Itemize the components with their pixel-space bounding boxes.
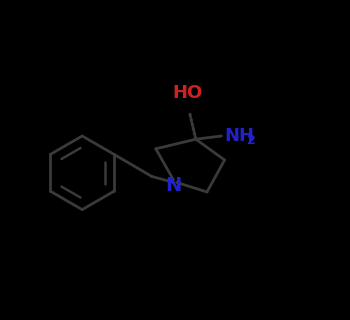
Text: NH: NH <box>225 127 254 145</box>
Text: N: N <box>165 176 182 195</box>
Text: HO: HO <box>173 84 203 102</box>
Text: 2: 2 <box>247 134 256 147</box>
